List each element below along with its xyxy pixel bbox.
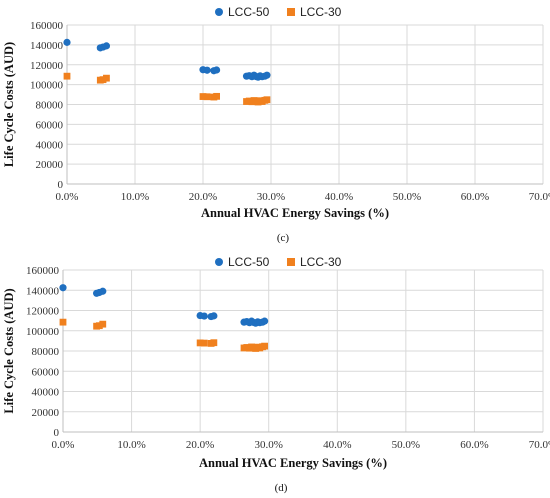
x-tick-label: 50.0% xyxy=(392,439,420,451)
data-point-lcc50 xyxy=(261,317,269,325)
x-tick-label: 50.0% xyxy=(393,191,421,203)
data-point-lcc30 xyxy=(99,320,107,328)
y-tick-label: 60000 xyxy=(36,119,64,131)
y-tick-label: 120000 xyxy=(30,60,64,72)
data-point-lcc50 xyxy=(59,284,67,292)
data-point-lcc30 xyxy=(203,93,211,101)
chart-panel: 0 20000 40000 60000 80000 100000 120000 140000 1… xyxy=(2,5,550,244)
data-point-lcc30 xyxy=(263,96,271,104)
y-axis-title: Life Cycle Costs (AUD) xyxy=(2,42,16,167)
y-tick-label: 160000 xyxy=(30,20,64,32)
data-point-lcc30 xyxy=(95,322,103,330)
data-point-lcc30 xyxy=(200,339,208,347)
legend-marker-square xyxy=(287,8,295,16)
data-point-lcc30 xyxy=(59,318,67,326)
data-point-lcc30 xyxy=(213,92,220,100)
y-tick-label: 120000 xyxy=(26,306,60,318)
x-tick-label: 60.0% xyxy=(461,191,489,203)
y-tick-label: 40000 xyxy=(36,139,64,151)
data-point-lcc50 xyxy=(200,312,208,320)
x-tick-label: 30.0% xyxy=(255,439,283,451)
y-tick-label: 140000 xyxy=(26,285,60,297)
y-tick-label: 100000 xyxy=(26,326,60,338)
y-tick-label: 40000 xyxy=(32,387,60,399)
data-point-lcc50 xyxy=(203,66,211,74)
y-tick-label: 0 xyxy=(58,179,64,191)
x-tick-label: 70.0% xyxy=(529,191,550,203)
x-axis-title: Annual HVAC Energy Savings (%) xyxy=(201,206,389,220)
panel-caption: (c) xyxy=(277,232,290,244)
data-point-lcc50 xyxy=(102,42,111,50)
legend: LCC-50 LCC-30 xyxy=(215,5,342,19)
data-point-lcc30 xyxy=(196,339,204,347)
data-point-lcc50 xyxy=(63,38,71,46)
x-axis-title: Annual HVAC Energy Savings (%) xyxy=(199,456,387,470)
data-point-lcc30 xyxy=(261,342,268,350)
legend-label: LCC-50 xyxy=(228,255,270,269)
data-point-lcc30 xyxy=(63,72,71,80)
y-tick-label: 80000 xyxy=(32,346,60,358)
legend-marker-square xyxy=(287,258,295,266)
x-tick-label: 0.0% xyxy=(56,191,79,203)
data-point-lcc50 xyxy=(99,287,107,295)
data-point-lcc50 xyxy=(263,71,271,79)
data-point-lcc30 xyxy=(210,339,218,347)
legend-label: LCC-30 xyxy=(300,5,342,19)
legend-marker-circle xyxy=(215,8,223,16)
y-tick-label: 140000 xyxy=(30,40,64,52)
y-tick-label: 60000 xyxy=(32,366,60,378)
legend: LCC-50 LCC-30 xyxy=(215,255,342,269)
x-tick-label: 30.0% xyxy=(257,191,285,203)
y-tick-label: 20000 xyxy=(32,407,60,419)
panel-caption: (d) xyxy=(275,482,288,494)
legend-label: LCC-50 xyxy=(228,5,270,19)
x-tick-label: 10.0% xyxy=(117,439,145,451)
x-tick-label: 40.0% xyxy=(323,439,351,451)
legend-marker-circle xyxy=(215,258,223,266)
y-axis-title: Life Cycle Costs (AUD) xyxy=(2,288,16,413)
x-tick-label: 20.0% xyxy=(186,439,214,451)
x-tick-label: 70.0% xyxy=(529,439,550,451)
x-tick-label: 20.0% xyxy=(189,191,217,203)
legend-label: LCC-30 xyxy=(300,255,342,269)
y-tick-label: 160000 xyxy=(26,265,60,277)
data-point-lcc50 xyxy=(210,312,218,320)
x-tick-label: 60.0% xyxy=(460,439,488,451)
data-point-lcc30 xyxy=(103,74,110,82)
y-tick-label: 0 xyxy=(54,427,60,439)
chart-panel: 0 20000 40000 60000 80000 100000 120000 140000 1… xyxy=(2,255,550,494)
data-point-lcc30 xyxy=(199,93,207,100)
y-tick-label: 80000 xyxy=(36,100,64,112)
x-tick-label: 0.0% xyxy=(52,439,75,451)
x-tick-label: 40.0% xyxy=(325,191,353,203)
data-point-lcc50 xyxy=(213,66,221,74)
y-tick-label: 100000 xyxy=(30,80,64,92)
x-tick-label: 10.0% xyxy=(121,191,149,203)
y-tick-label: 20000 xyxy=(36,159,64,171)
